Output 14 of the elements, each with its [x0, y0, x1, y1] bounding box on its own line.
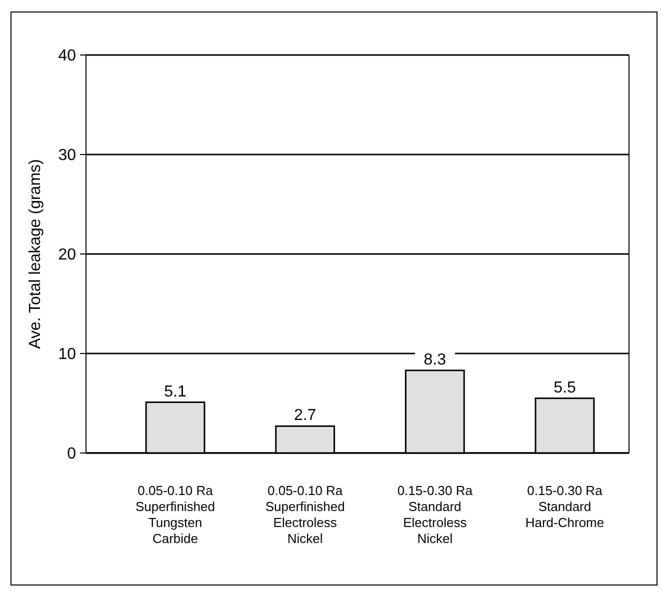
- x-tick-label: 0.05-0.10 Ra Superfinished Electroless Nickel: [265, 483, 345, 546]
- y-tick-label: 10: [58, 346, 76, 364]
- y-tick-label: 20: [58, 246, 76, 264]
- x-tick-label: 0.15-0.30 Ra Standard Hard-Chrome: [525, 483, 604, 530]
- y-tick-label: 0: [67, 446, 76, 463]
- x-tick-label: 0.15-0.30 Ra Standard Electroless Nickel: [397, 483, 474, 546]
- x-tick-label: 0.05-0.10 Ra Superfinished Tungsten Carbide: [136, 483, 216, 546]
- data-label: 2.7: [294, 407, 316, 424]
- data-label: 5.1: [164, 383, 186, 400]
- y-axis-title: Ave. Total leakage (grams): [27, 159, 44, 349]
- y-tick-label: 30: [58, 147, 76, 164]
- data-label: 5.5: [554, 379, 576, 396]
- y-tick-label: 40: [58, 48, 76, 65]
- data-label: 8.3: [424, 351, 446, 368]
